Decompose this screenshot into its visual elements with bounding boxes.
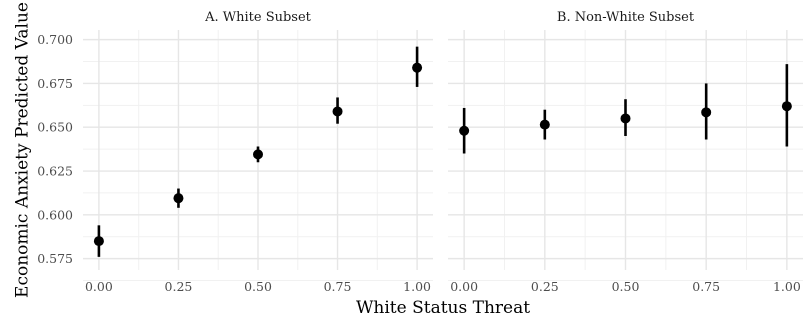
y-axis-title: Economic Anxiety Predicted Value <box>13 2 33 298</box>
data-point <box>253 149 263 160</box>
panel-title: B. Non-White Subset <box>557 10 695 25</box>
panel-title: A. White Subset <box>204 10 312 25</box>
x-tick-label: 0.50 <box>244 279 272 294</box>
data-point <box>459 125 470 136</box>
panel-a: A. White Subset 0.00 0.25 0.50 0.75 1.00 0.575… <box>37 10 433 294</box>
x-tick-label: 0.75 <box>692 279 720 294</box>
data-point <box>620 113 631 124</box>
y-tick-label: 0.600 <box>37 207 73 222</box>
chart-panels: A. White Subset 0.00 0.25 0.50 0.75 1.00 0.575… <box>37 10 803 294</box>
y-tick-label: 0.625 <box>37 164 73 179</box>
y-tick-label: 0.675 <box>37 76 73 91</box>
x-tick-label: 0.75 <box>324 279 352 294</box>
x-tick-label: 1.00 <box>403 279 431 294</box>
x-tick-label: 1.00 <box>773 279 801 294</box>
data-point <box>332 106 343 117</box>
panel-b: B. Non-White Subset 0.00 0.25 0.50 0.75 1.00 <box>448 10 803 294</box>
x-tick-label: 0.00 <box>85 279 113 294</box>
y-tick-label: 0.575 <box>37 251 73 266</box>
data-point <box>539 119 550 130</box>
data-point <box>701 107 712 118</box>
x-tick-label: 0.25 <box>165 279 193 294</box>
y-tick-label: 0.650 <box>37 120 73 135</box>
data-point <box>93 236 104 247</box>
x-axis-title: White Status Threat <box>356 298 530 318</box>
x-tick-label: 0.25 <box>531 279 559 294</box>
data-point <box>781 101 792 112</box>
data-point <box>173 193 184 204</box>
y-tick-label: 0.700 <box>37 32 73 47</box>
x-tick-label: 0.50 <box>612 279 640 294</box>
x-tick-label: 0.00 <box>450 279 478 294</box>
data-point <box>412 62 423 73</box>
